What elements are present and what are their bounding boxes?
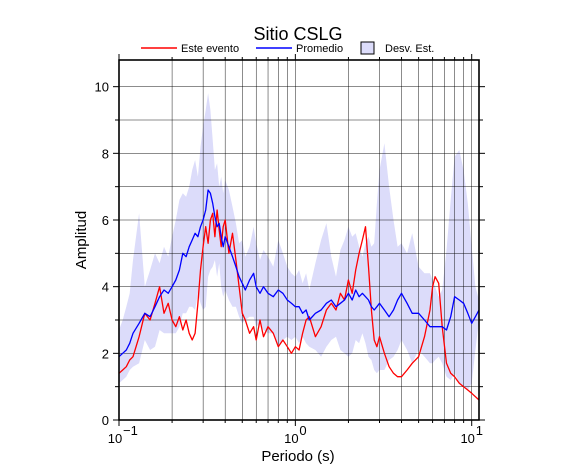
y-axis-label: Amplitud xyxy=(73,211,90,269)
y-tick-label: 0 xyxy=(102,413,109,428)
x-tick-label: 10 xyxy=(284,431,298,446)
grid-layer xyxy=(119,60,479,420)
y-tick-label: 10 xyxy=(95,80,109,95)
plot-frame xyxy=(118,59,480,421)
legend: Este evento Promedio Desv. Est. xyxy=(141,41,434,55)
legend-label-desv-est: Desv. Est. xyxy=(385,43,434,55)
x-tick-label-exponent: −1 xyxy=(123,423,138,438)
desv-est-band xyxy=(119,93,479,391)
series-layer xyxy=(118,189,480,401)
y-tick-label: 2 xyxy=(102,346,109,361)
y-tick-label: 8 xyxy=(102,146,109,161)
y-tick-label: 6 xyxy=(102,213,109,228)
x-tick-label: 10 xyxy=(108,431,122,446)
desv-est-band-layer xyxy=(119,93,479,391)
series-line-promedio xyxy=(118,189,480,358)
axes-frame-layer xyxy=(113,54,485,426)
x-tick-label-exponent: 1 xyxy=(476,423,483,438)
x-axis-label: Periodo (s) xyxy=(261,448,334,465)
chart-title: Sitio CSLG xyxy=(253,24,342,44)
y-tick-label: 4 xyxy=(102,280,109,295)
legend-label-este-evento: Este evento xyxy=(181,43,239,55)
series-line-este-evento xyxy=(118,209,480,401)
legend-swatch-desv-est xyxy=(360,41,375,55)
legend-label-promedio: Promedio xyxy=(296,43,343,55)
x-tick-label: 10 xyxy=(460,431,474,446)
x-tick-label-exponent: 0 xyxy=(299,423,306,438)
